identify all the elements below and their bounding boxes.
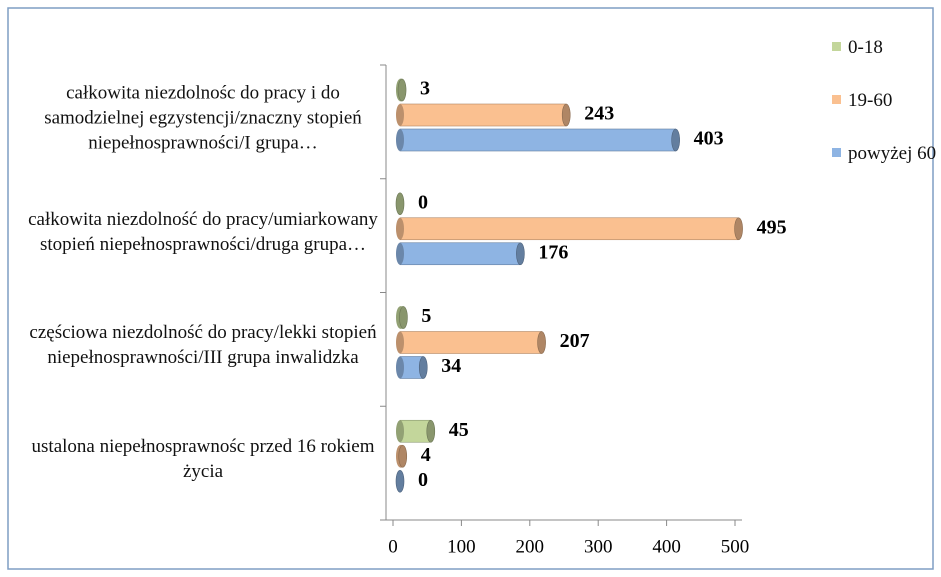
category-label: całkowita niezdolnośc do pracy i do samo… (44, 82, 362, 154)
bar-part (398, 444, 408, 468)
bar-part (396, 356, 404, 379)
bar-part (399, 217, 739, 241)
data-label: 4 (421, 444, 431, 466)
data-label: 45 (449, 419, 469, 441)
x-tick-label: 400 (652, 536, 681, 557)
bar-part (671, 128, 680, 152)
bar (396, 103, 571, 127)
bar-part (396, 420, 404, 443)
data-label: 0 (418, 191, 428, 213)
bar-part (399, 331, 542, 354)
category-label: częściowa niezdolność do pracy/lekki sto… (29, 322, 377, 369)
bar (396, 128, 680, 152)
bar (396, 78, 407, 102)
bar-part (426, 419, 436, 443)
bar (396, 444, 408, 468)
bar-part (399, 103, 567, 127)
bar-part (396, 217, 404, 240)
x-tick-label: 500 (721, 536, 750, 557)
bar-part (734, 217, 743, 241)
data-label: 34 (441, 355, 461, 377)
bar-part (395, 469, 405, 493)
data-label: 207 (560, 330, 590, 352)
category-label: ustalona niepełnosprawnośc przed 16 roki… (31, 436, 375, 483)
bar-part (399, 419, 432, 443)
bar (396, 356, 428, 379)
x-tick-label: 300 (584, 536, 613, 557)
legend-swatch (832, 148, 841, 157)
data-label: 0 (418, 469, 428, 491)
bar-part (395, 192, 405, 216)
bar-part (396, 331, 404, 354)
bar-part (396, 104, 404, 126)
bar-part (399, 242, 521, 266)
bar (396, 331, 546, 354)
data-label: 176 (538, 241, 568, 263)
bar (396, 242, 525, 266)
bar (395, 469, 405, 493)
bar-part (537, 331, 546, 354)
data-label: 403 (694, 128, 724, 150)
bar-part (418, 356, 428, 379)
bar (396, 217, 743, 241)
x-tick-label: 100 (447, 536, 476, 557)
bar-part (399, 128, 676, 152)
bar (395, 192, 405, 216)
legend-swatch (832, 42, 841, 51)
legend-swatch (832, 95, 841, 104)
x-tick-label: 200 (516, 536, 545, 557)
data-label: 495 (757, 216, 787, 238)
chart-border (7, 7, 934, 570)
data-label: 5 (421, 305, 431, 327)
legend-label: powyżej 60 (848, 143, 937, 164)
bar-part (399, 306, 408, 329)
bar-part (516, 242, 525, 266)
legend-label: 0-18 (848, 37, 883, 58)
legend-label: 19-60 (848, 90, 893, 111)
category-label: całkowita niezdolność do pracy/umiarkowa… (28, 208, 378, 255)
data-label: 243 (584, 103, 614, 125)
data-label: 3 (420, 78, 430, 100)
bar-part (396, 242, 404, 265)
x-tick-label: 0 (388, 536, 398, 557)
bar (396, 306, 408, 329)
bar-part (561, 103, 571, 127)
bar-part (397, 78, 407, 102)
bar-part (396, 129, 404, 151)
bar (396, 419, 436, 443)
